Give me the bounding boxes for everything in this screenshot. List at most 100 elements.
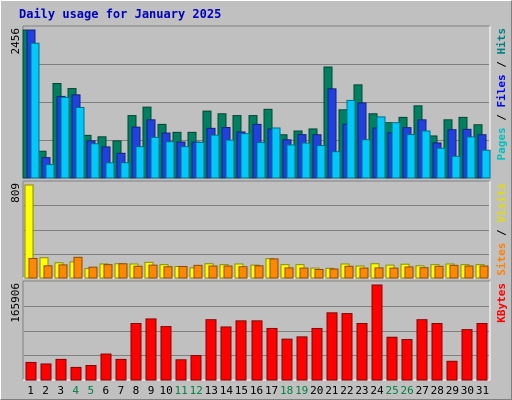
axis-max-label: 2456	[9, 28, 22, 55]
legend-entry: /	[495, 223, 508, 243]
bar-sites-day-12	[193, 264, 203, 279]
day-label: 1	[27, 384, 34, 397]
panel-hits: 2456 Pages / Files / Hits	[9, 25, 508, 179]
chart-title: Daily usage for January 2025	[19, 7, 222, 21]
day-label: 4	[72, 384, 79, 397]
bar-kbytes-day-19	[296, 336, 308, 381]
bar-sites-day-2	[43, 265, 53, 279]
day-label: 21	[325, 384, 338, 397]
axis-max-label: 165906	[9, 283, 22, 323]
bar-kbytes-day-14	[220, 326, 232, 381]
bar-pages-day-9	[150, 136, 160, 179]
legend-entry: /	[495, 108, 508, 128]
bar-kbytes-day-29	[446, 360, 458, 381]
bar-sites-day-28	[434, 265, 444, 279]
day-label: 15	[235, 384, 248, 397]
bar-pages-day-25	[391, 122, 401, 179]
bar-sites-day-24	[374, 267, 384, 279]
bar-pages-day-1	[30, 42, 40, 179]
bar-kbytes-day-15	[235, 320, 247, 381]
legend-entry: Hits	[495, 28, 508, 55]
bar-kbytes-day-23	[356, 323, 368, 381]
day-label: 8	[133, 384, 140, 397]
legend-entry: Visits	[495, 183, 508, 223]
legend-entry: Pages	[495, 127, 508, 160]
bar-kbytes-day-1	[25, 361, 37, 381]
day-label: 28	[431, 384, 444, 397]
bar-pages-day-26	[406, 134, 416, 179]
bar-sites-day-26	[404, 266, 414, 279]
bar-sites-day-21	[329, 268, 339, 279]
bar-pages-day-28	[436, 147, 446, 179]
bar-pages-day-14	[225, 139, 235, 179]
bar-pages-day-11	[180, 146, 190, 179]
bar-pages-day-13	[210, 134, 220, 179]
bar-pages-day-31	[481, 149, 491, 179]
day-label: 6	[103, 384, 110, 397]
bar-kbytes-day-4	[70, 366, 82, 381]
bar-kbytes-day-10	[160, 326, 172, 381]
bar-kbytes-day-31	[476, 323, 488, 381]
legend-entry: /	[495, 55, 508, 75]
axis-max-label: 809	[9, 183, 22, 203]
bar-sites-day-23	[359, 267, 369, 279]
bar-pages-day-15	[240, 133, 250, 179]
bar-pages-day-3	[60, 96, 70, 179]
day-label: 2	[42, 384, 49, 397]
bar-sites-day-29	[449, 264, 459, 279]
legend: Pages / Files / Hits	[495, 28, 508, 161]
legend-entry: Sites	[495, 243, 508, 276]
bar-sites-day-19	[299, 267, 309, 279]
day-label: 7	[118, 384, 125, 397]
bar-sites-day-10	[163, 266, 173, 279]
bar-kbytes-day-18	[281, 338, 293, 381]
bar-sites-day-8	[133, 265, 143, 279]
day-label: 25	[385, 384, 398, 397]
day-label: 18	[280, 384, 293, 397]
bar-sites-day-20	[314, 268, 324, 279]
bar-pages-day-21	[331, 151, 341, 179]
panel-visits: 809 Sites / Visits	[9, 180, 508, 279]
bar-pages-day-29	[451, 155, 461, 179]
bar-sites-day-11	[178, 266, 188, 279]
day-label: 16	[250, 384, 263, 397]
legend-entry: Files	[495, 74, 508, 107]
day-label: 9	[148, 384, 155, 397]
day-label: 31	[476, 384, 489, 397]
bar-pages-day-10	[165, 141, 175, 179]
bar-sites-day-5	[88, 266, 98, 279]
bar-pages-day-23	[361, 139, 371, 179]
bar-sites-day-9	[148, 264, 158, 279]
bar-kbytes-day-12	[190, 355, 202, 381]
bar-pages-day-19	[301, 142, 311, 179]
bar-sites-day-31	[479, 265, 489, 279]
bar-kbytes-day-3	[55, 358, 67, 381]
bar-pages-day-12	[195, 141, 205, 179]
day-label: 17	[265, 384, 278, 397]
bar-pages-day-22	[346, 99, 356, 179]
day-label: 29	[446, 384, 459, 397]
day-label: 19	[295, 384, 308, 397]
legend: Sites / Visits	[495, 183, 508, 276]
bar-sites-day-15	[238, 266, 248, 279]
day-label: 26	[401, 384, 414, 397]
bar-sites-day-13	[208, 265, 218, 279]
bar-kbytes-day-21	[326, 312, 338, 381]
bar-pages-day-17	[271, 127, 281, 179]
bar-sites-day-7	[118, 263, 128, 279]
bar-sites-day-3	[58, 264, 68, 279]
day-label: 20	[310, 384, 323, 397]
bar-kbytes-day-9	[145, 318, 157, 381]
bar-pages-day-30	[466, 136, 476, 179]
bar-sites-day-4	[73, 256, 83, 279]
bar-kbytes-day-13	[205, 319, 217, 381]
bar-pages-day-2	[45, 164, 55, 179]
bar-kbytes-day-6	[100, 353, 112, 381]
bar-sites-day-6	[103, 264, 113, 279]
bar-sites-day-17	[269, 258, 279, 279]
bar-kbytes-day-24	[371, 284, 383, 381]
bar-sites-day-14	[223, 265, 233, 279]
bar-sites-day-1	[28, 257, 38, 279]
day-label: 14	[220, 384, 234, 397]
bar-sites-day-16	[254, 265, 264, 279]
